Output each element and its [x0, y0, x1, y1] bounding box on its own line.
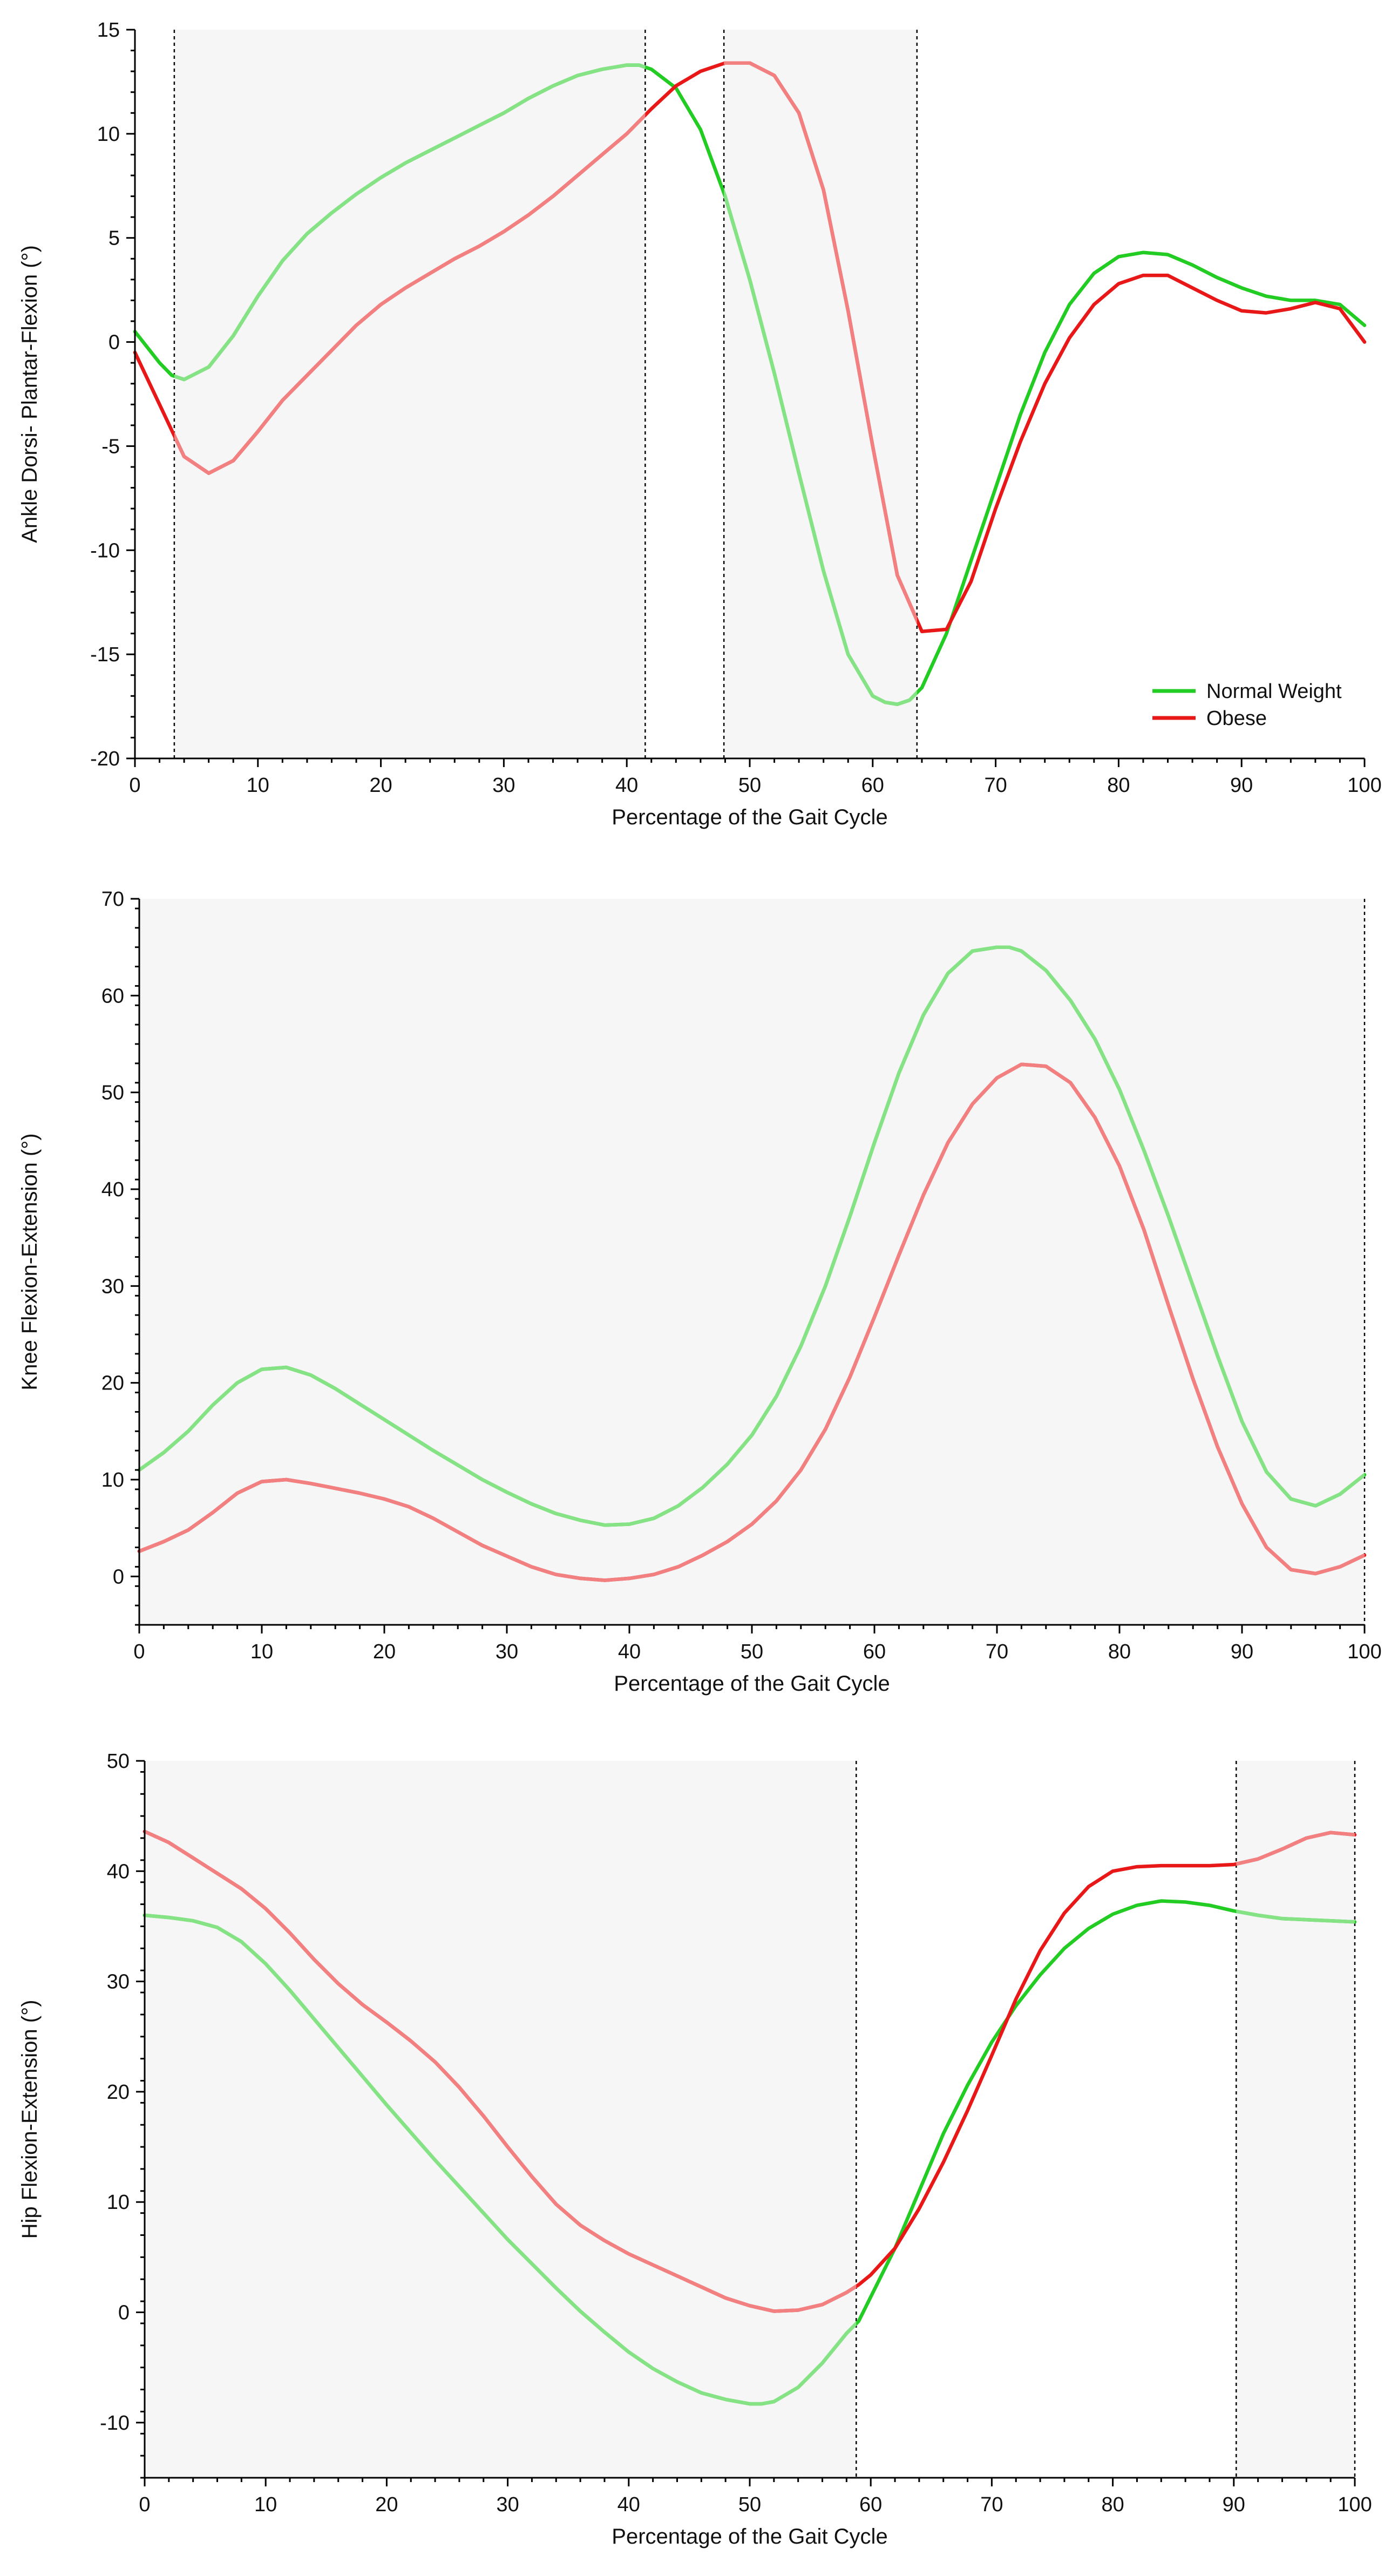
ankle-y-tick-label: -5 — [101, 435, 120, 458]
hip-x-tick-label: 30 — [496, 2493, 519, 2516]
hip-y-tick-label: 50 — [107, 1750, 130, 1773]
ankle-x-tick-label: 50 — [738, 774, 761, 797]
ankle-x-tick-label: 70 — [984, 774, 1007, 797]
hip-x-tick-label: 100 — [1338, 2493, 1372, 2516]
knee-x-tick-label: 80 — [1108, 1640, 1131, 1663]
ankle-x-tick-label: 40 — [615, 774, 638, 797]
ankle-shaded-region — [724, 30, 917, 758]
knee-x-tick-label: 70 — [986, 1640, 1008, 1663]
hip-y-axis-title: Hip Flexion-Extension (°) — [18, 2000, 42, 2239]
knee-x-tick-label: 40 — [618, 1640, 641, 1663]
knee-x-axis-title: Percentage of the Gait Cycle — [614, 1672, 890, 1696]
ankle-chart-panel: 0 10 20 30 40 50 60 70 80 90 100 -20 -15 -10 -5 0 5 10 15 P… — [18, 19, 1382, 829]
hip-shaded-region — [1236, 1761, 1355, 2478]
knee-x-tick-label: 30 — [496, 1640, 518, 1663]
hip-x-tick-label: 10 — [254, 2493, 277, 2516]
hip-x-tick-label: 0 — [139, 2493, 150, 2516]
ankle-x-tick-label: 80 — [1107, 774, 1130, 797]
ankle-y-tick-label: 5 — [108, 227, 120, 250]
knee-x-tick-label: 50 — [741, 1640, 763, 1663]
knee-x-tick-label: 60 — [863, 1640, 886, 1663]
knee-y-tick-label: 10 — [101, 1469, 124, 1492]
knee-y-tick-label: 0 — [113, 1565, 124, 1588]
knee-y-tick-label: 40 — [101, 1178, 124, 1201]
ankle-x-tick-label: 0 — [129, 774, 140, 797]
hip-y-tick-label: 40 — [107, 1860, 130, 1883]
hip-x-tick-label: 50 — [738, 2493, 761, 2516]
knee-y-tick-label: 60 — [101, 985, 124, 1007]
ankle-y-tick-label: 10 — [97, 123, 120, 146]
ankle-legend-label: Obese — [1206, 707, 1267, 730]
knee-obese-line-shaded — [139, 1062, 1365, 1582]
ankle-x-tick-label: 90 — [1230, 774, 1253, 797]
ankle-y-tick-label: -20 — [90, 748, 120, 770]
ankle-y-tick-label: -10 — [90, 539, 120, 562]
hip-x-tick-label: 20 — [375, 2493, 398, 2516]
ankle-obese-line-shaded — [174, 61, 917, 633]
knee-x-tick-label: 90 — [1231, 1640, 1253, 1663]
ankle-x-tick-label: 30 — [492, 774, 515, 797]
knee-shaded-region — [139, 899, 1365, 1625]
hip-y-tick-label: -10 — [100, 2412, 130, 2435]
hip-shaded-region — [145, 1761, 857, 2478]
hip-x-tick-label: 80 — [1101, 2493, 1124, 2516]
hip-x-tick-label: 70 — [980, 2493, 1003, 2516]
knee-y-axis-title: Knee Flexion-Extension (°) — [18, 1133, 42, 1390]
ankle-x-tick-label: 100 — [1347, 774, 1381, 797]
ankle-y-tick-label: 15 — [97, 19, 120, 42]
hip-y-tick-label: 20 — [107, 2081, 130, 2104]
ankle-x-tick-label: 20 — [369, 774, 392, 797]
knee-y-tick-label: 70 — [101, 888, 124, 911]
knee-x-tick-label: 0 — [133, 1640, 145, 1663]
knee-y-tick-label: 50 — [101, 1082, 124, 1104]
knee-x-tick-label: 100 — [1347, 1640, 1381, 1663]
ankle-normal-weight-line-shaded — [174, 63, 917, 706]
ankle-y-tick-label: -15 — [90, 643, 120, 666]
ankle-y-tick-label: 0 — [108, 331, 120, 354]
knee-y-tick-label: 20 — [101, 1372, 124, 1395]
ankle-shaded-region — [174, 30, 646, 758]
knee-chart-panel: 0 10 20 30 40 50 60 70 80 90 100 0 10 20 30 40 50 60 70 Per… — [18, 888, 1382, 1696]
hip-x-axis-title: Percentage of the Gait Cycle — [612, 2525, 887, 2548]
knee-normal-weight-line-shaded — [139, 945, 1365, 1527]
ankle-legend-label: Normal Weight — [1206, 680, 1342, 703]
ankle-x-axis-title: Percentage of the Gait Cycle — [612, 805, 887, 829]
knee-x-tick-label: 10 — [250, 1640, 273, 1663]
ankle-x-tick-label: 10 — [247, 774, 269, 797]
hip-x-tick-label: 60 — [859, 2493, 882, 2516]
ankle-y-axis-title: Ankle Dorsi- Plantar-Flexion (°) — [18, 245, 42, 543]
ankle-x-tick-label: 60 — [861, 774, 884, 797]
hip-chart-panel: 0 10 20 30 40 50 60 70 80 90 100 -10 0 10 20 30 40 50 Perc… — [18, 1750, 1372, 2548]
hip-y-tick-label: 30 — [107, 1971, 130, 1994]
hip-y-tick-label: 10 — [107, 2191, 130, 2214]
hip-y-tick-label: 0 — [118, 2302, 130, 2324]
knee-x-tick-label: 20 — [373, 1640, 396, 1663]
hip-x-tick-label: 90 — [1223, 2493, 1245, 2516]
hip-x-tick-label: 40 — [617, 2493, 640, 2516]
knee-y-tick-label: 30 — [101, 1275, 124, 1298]
